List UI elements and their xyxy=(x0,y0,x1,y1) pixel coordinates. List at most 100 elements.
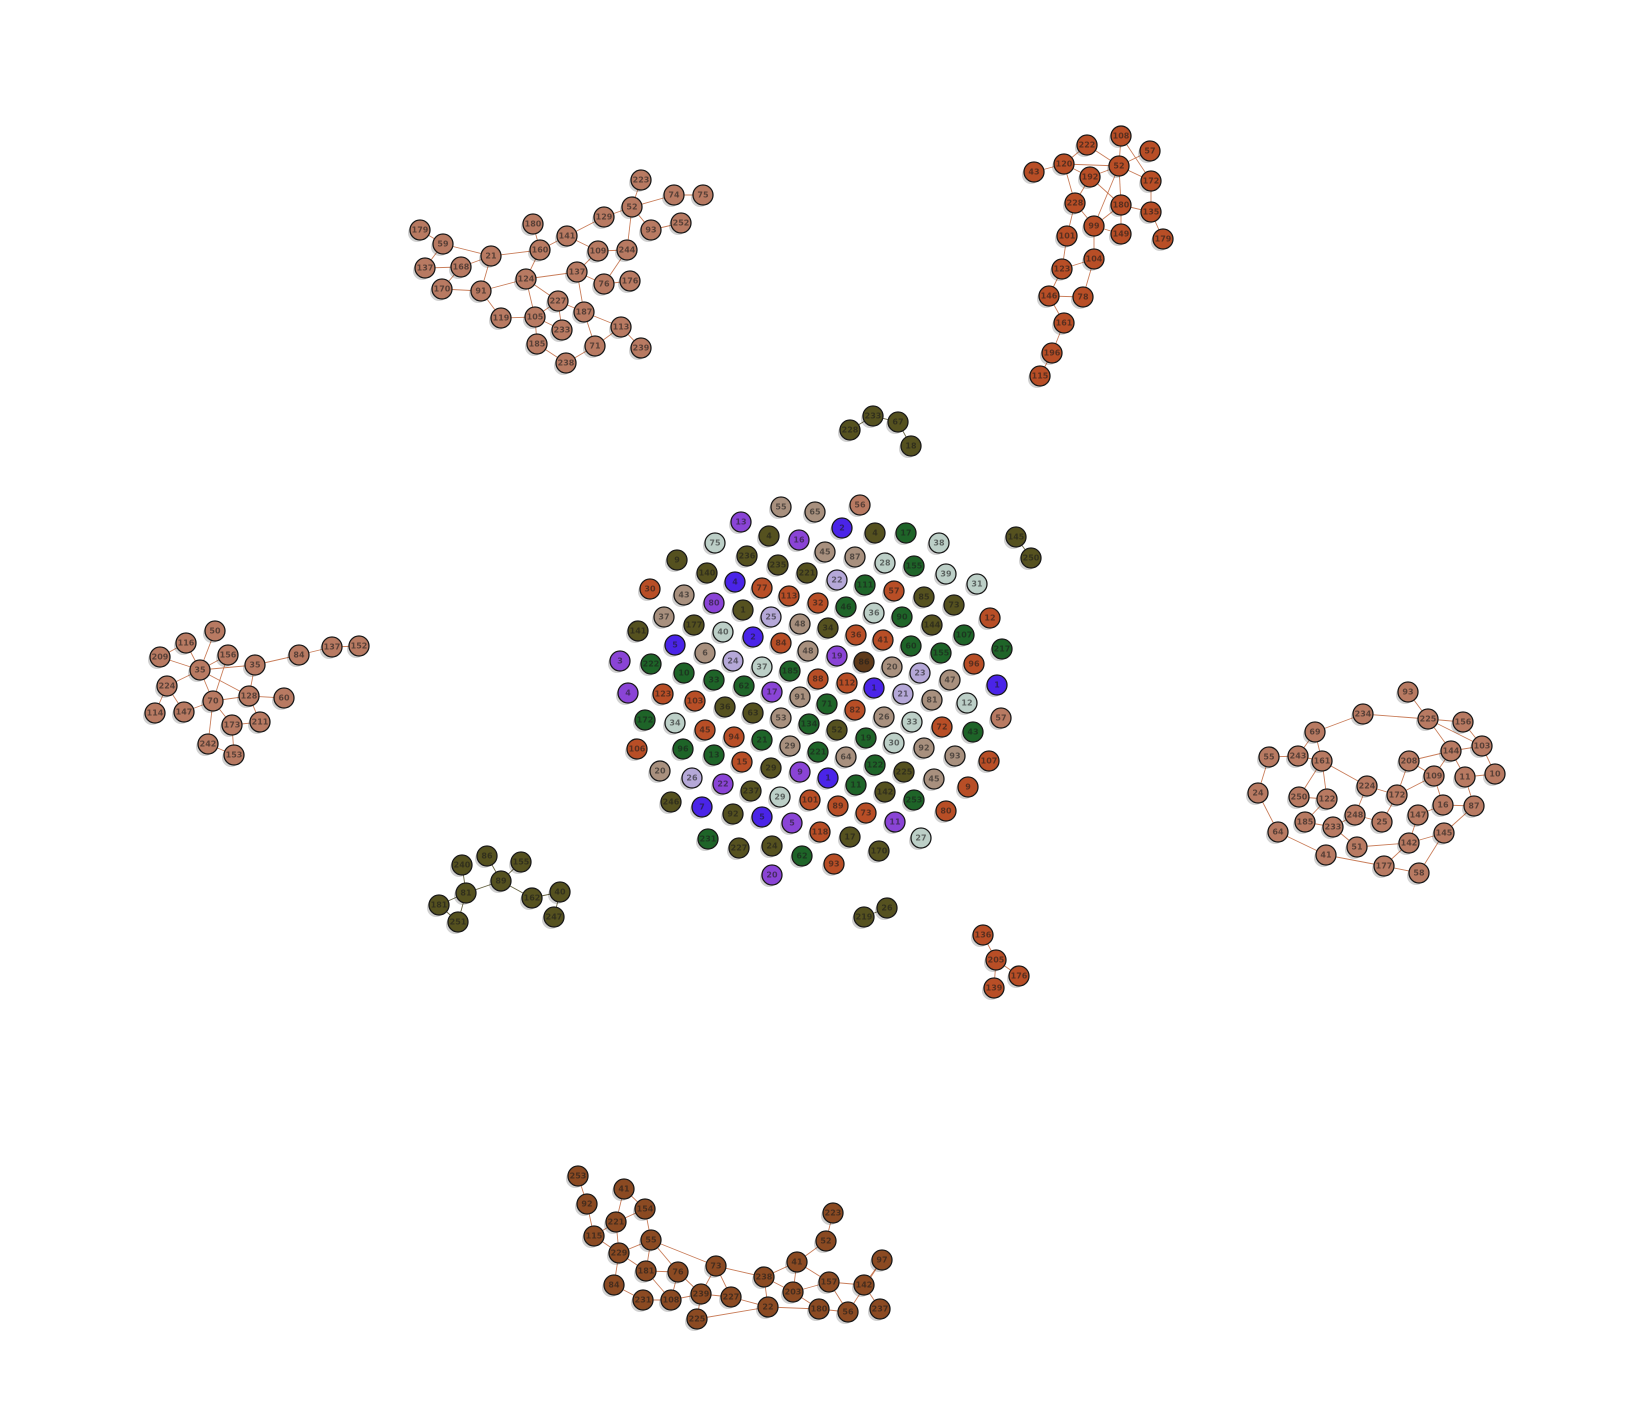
node-cluster-top-right[interactable]: 222 xyxy=(1075,135,1097,157)
node-central[interactable]: 4 xyxy=(616,683,638,705)
node-cluster-right[interactable]: 87 xyxy=(1462,796,1484,818)
node-central[interactable]: 221 xyxy=(806,742,828,764)
node-central[interactable]: 33 xyxy=(702,670,724,692)
node-cluster-right[interactable]: 248 xyxy=(1343,805,1365,827)
node-cluster-left[interactable]: 128 xyxy=(237,686,259,708)
node-cluster-right[interactable]: 224 xyxy=(1355,776,1377,798)
node-central[interactable]: 13 xyxy=(702,745,724,767)
node-cluster-bottom[interactable]: 239 xyxy=(689,1284,711,1306)
node-cluster-bottom[interactable]: 227 xyxy=(719,1287,741,1309)
node-cluster-right[interactable]: 24 xyxy=(1246,783,1268,805)
node-cluster-dark-left[interactable]: 89 xyxy=(489,871,511,893)
node-cluster-right[interactable]: 11 xyxy=(1453,767,1475,789)
node-cluster-top-left[interactable]: 75 xyxy=(691,185,713,207)
node-central[interactable]: 88 xyxy=(806,669,828,691)
node-group-bottom-right-small[interactable]: 176 xyxy=(1007,966,1029,988)
node-cluster-right[interactable]: 208 xyxy=(1397,751,1419,773)
node-central[interactable]: 111 xyxy=(853,575,875,597)
node-central[interactable]: 140 xyxy=(695,563,717,585)
node-central[interactable]: 6 xyxy=(693,643,715,665)
node-central[interactable]: 37 xyxy=(652,607,674,629)
node-cluster-top-left[interactable]: 233 xyxy=(550,320,572,342)
node-central[interactable]: 73 xyxy=(942,595,964,617)
node-central[interactable]: 62 xyxy=(732,676,754,698)
node-central[interactable]: 1 xyxy=(862,678,884,700)
node-central[interactable]: 227 xyxy=(727,838,749,860)
node-cluster-top-right[interactable]: 196 xyxy=(1040,343,1062,365)
node-central[interactable]: 93 xyxy=(822,854,844,876)
node-central[interactable]: 30 xyxy=(638,579,660,601)
node-cluster-top-left[interactable]: 141 xyxy=(555,226,577,248)
node-cluster-top-right[interactable]: 78 xyxy=(1071,287,1093,309)
node-central[interactable]: 77 xyxy=(750,578,772,600)
node-cluster-right[interactable]: 161 xyxy=(1310,751,1332,773)
node-cluster-top-left[interactable]: 74 xyxy=(662,185,684,207)
node-central[interactable]: 56 xyxy=(848,495,870,517)
node-cluster-top-left[interactable]: 21 xyxy=(479,246,501,268)
node-central[interactable]: 57 xyxy=(882,581,904,603)
node-cluster-right[interactable]: 55 xyxy=(1257,747,1279,769)
node-central[interactable]: 3 xyxy=(608,651,630,673)
node-cluster-top-right[interactable]: 101 xyxy=(1055,226,1077,248)
node-central[interactable]: 235 xyxy=(766,555,788,577)
node-cluster-left[interactable]: 173 xyxy=(220,715,242,737)
node-cluster-left[interactable]: 211 xyxy=(248,712,270,734)
node-cluster-bottom[interactable]: 22 xyxy=(756,1297,778,1319)
node-cluster-top-left[interactable]: 244 xyxy=(615,240,637,262)
node-central[interactable]: 47 xyxy=(938,670,960,692)
node-cluster-top-left[interactable]: 227 xyxy=(546,291,568,313)
node-central[interactable]: 172 xyxy=(633,710,655,732)
node-central[interactable]: 26 xyxy=(872,707,894,729)
node-central[interactable]: 103 xyxy=(683,691,705,713)
node-cluster-dark-left[interactable]: 81 xyxy=(454,883,476,905)
node-central[interactable]: 13 xyxy=(729,512,751,534)
node-cluster-right[interactable]: 177 xyxy=(1372,856,1394,878)
node-cluster-top-right[interactable]: 180 xyxy=(1109,195,1131,217)
node-central[interactable]: 38 xyxy=(927,533,949,555)
node-cluster-bottom[interactable]: 157 xyxy=(817,1272,839,1294)
node-central[interactable]: 57 xyxy=(989,708,1011,730)
node-central[interactable]: 33 xyxy=(900,712,922,734)
node-cluster-top-left[interactable]: 137 xyxy=(565,262,587,284)
node-central[interactable]: 80 xyxy=(934,801,956,823)
node-central[interactable]: 32 xyxy=(806,593,828,615)
node-central[interactable]: 73 xyxy=(854,803,876,825)
node-cluster-top-left[interactable]: 119 xyxy=(489,308,511,330)
node-central[interactable]: 246 xyxy=(659,792,681,814)
node-cluster-top-left[interactable]: 187 xyxy=(572,302,594,324)
node-central[interactable]: 45 xyxy=(693,720,715,742)
node-cluster-bottom[interactable]: 180 xyxy=(807,1299,829,1321)
node-central[interactable]: 237 xyxy=(739,781,761,803)
node-central[interactable]: 60 xyxy=(899,636,921,658)
node-central[interactable]: 217 xyxy=(990,639,1012,661)
node-central[interactable]: 39 xyxy=(934,564,956,586)
node-central[interactable]: 9 xyxy=(956,777,978,799)
node-central[interactable]: 29 xyxy=(768,787,790,809)
node-central[interactable]: 48 xyxy=(788,614,810,636)
node-central[interactable]: 236 xyxy=(735,546,757,568)
node-cluster-bottom[interactable]: 225 xyxy=(685,1309,707,1331)
node-central[interactable]: 89 xyxy=(826,796,848,818)
node-central[interactable]: 45 xyxy=(813,542,835,564)
node-cluster-bottom[interactable]: 154 xyxy=(633,1199,655,1221)
node-cluster-right[interactable]: 172 xyxy=(1385,785,1407,807)
node-central[interactable]: 107 xyxy=(952,625,974,647)
node-cluster-right[interactable]: 233 xyxy=(1321,817,1343,839)
node-central[interactable]: 34 xyxy=(663,713,685,735)
node-cluster-top-right[interactable]: 149 xyxy=(1109,224,1131,246)
node-central[interactable]: 144 xyxy=(920,615,942,637)
node-cluster-dark-left[interactable]: 181 xyxy=(427,895,449,917)
node-central[interactable]: 45 xyxy=(922,769,944,791)
node-cluster-top-right[interactable]: 43 xyxy=(1022,162,1044,184)
node-central[interactable]: 80 xyxy=(702,593,724,615)
node-cluster-top-left[interactable]: 113 xyxy=(609,317,631,339)
node-central[interactable]: 2 xyxy=(830,518,852,540)
node-cluster-top-right[interactable]: 179 xyxy=(1151,229,1173,251)
node-cluster-left[interactable]: 137 xyxy=(320,637,342,659)
node-central[interactable]: 85 xyxy=(912,587,934,609)
node-central[interactable]: 40 xyxy=(711,622,733,644)
node-cluster-top-right[interactable]: 123 xyxy=(1050,259,1072,281)
node-central[interactable]: 16 xyxy=(787,530,809,552)
node-group-above-center[interactable]: 18 xyxy=(899,436,921,458)
node-central[interactable]: 62 xyxy=(790,846,812,868)
